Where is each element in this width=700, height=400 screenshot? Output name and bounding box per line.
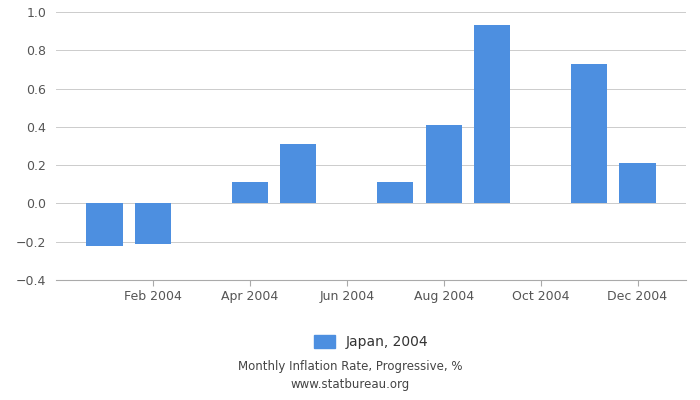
- Legend: Japan, 2004: Japan, 2004: [308, 330, 434, 355]
- Bar: [232, 182, 268, 204]
- Text: Monthly Inflation Rate, Progressive, %: Monthly Inflation Rate, Progressive, %: [238, 360, 462, 373]
- Bar: [86, 204, 122, 246]
- Bar: [474, 25, 510, 204]
- Bar: [426, 125, 462, 204]
- Bar: [280, 144, 316, 204]
- Bar: [377, 182, 414, 204]
- Bar: [620, 163, 656, 204]
- Bar: [134, 204, 171, 244]
- Text: www.statbureau.org: www.statbureau.org: [290, 378, 410, 391]
- Bar: [571, 64, 608, 204]
